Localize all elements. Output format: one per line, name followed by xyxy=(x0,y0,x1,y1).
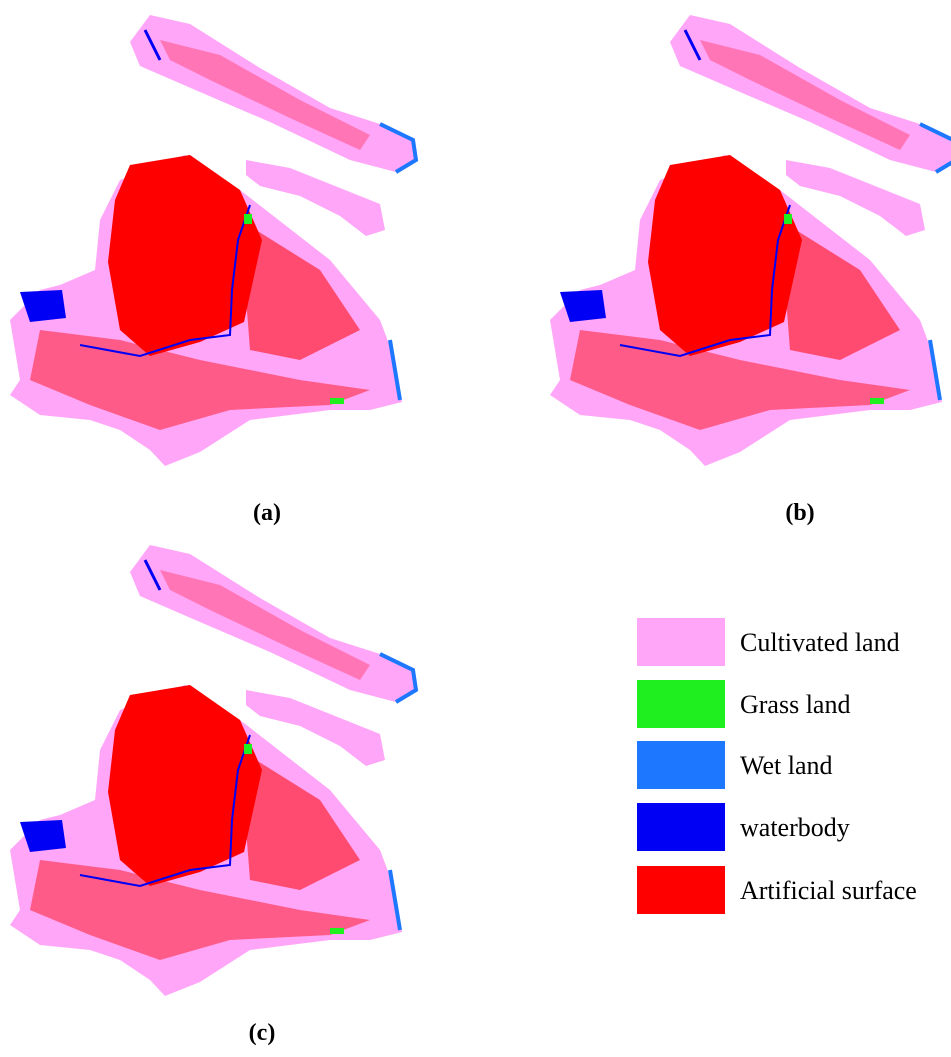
figure: (a) (b) (c) Cultivated land Grass land Wet l… xyxy=(0,0,951,1052)
panel-label: (c) xyxy=(249,1020,276,1046)
panel-label: (a) xyxy=(253,500,281,526)
legend-label: Cultivated land xyxy=(740,628,900,657)
legend-label: waterbody xyxy=(740,813,850,842)
panel-labels: (a) (b) (c) xyxy=(249,500,815,1046)
legend-swatch xyxy=(637,680,725,728)
legend-label: Artificial surface xyxy=(740,876,917,905)
legend: Cultivated land Grass land Wet land waterbo… xyxy=(637,618,917,914)
legend-swatch xyxy=(637,618,725,666)
panel-label: (b) xyxy=(785,500,814,526)
map xyxy=(10,545,416,996)
map xyxy=(550,15,951,466)
legend-swatch xyxy=(637,803,725,851)
legend-label: Wet land xyxy=(740,751,833,780)
legend-swatch xyxy=(637,741,725,789)
legend-swatch xyxy=(637,866,725,914)
legend-label: Grass land xyxy=(740,690,850,719)
map xyxy=(10,15,416,466)
